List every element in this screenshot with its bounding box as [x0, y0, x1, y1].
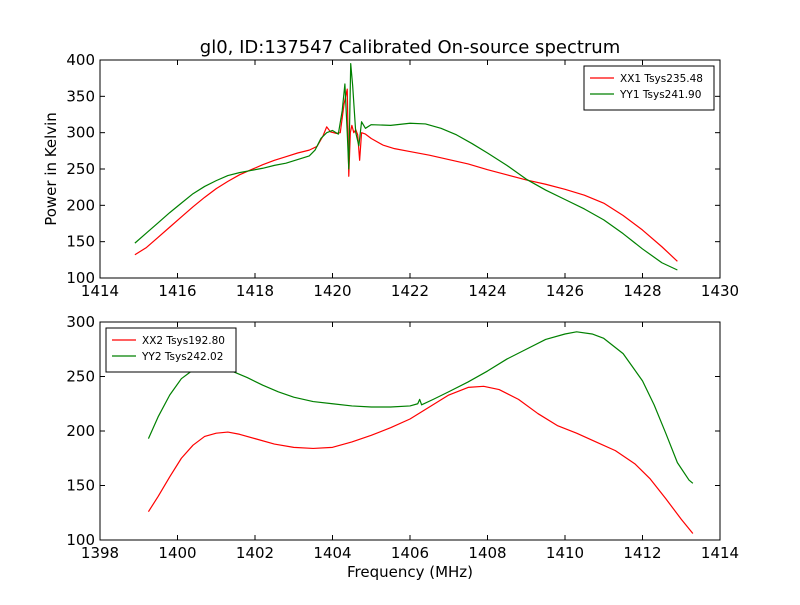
y-tick-label: 100	[66, 531, 95, 549]
x-tick-label: 1398	[81, 544, 119, 562]
legend-entry-label: XX2 Tsys192.80	[142, 335, 225, 347]
legend-entry-label: XX1 Tsys235.48	[620, 73, 703, 85]
y-tick-label: 200	[66, 196, 95, 214]
x-tick-label: 1406	[391, 544, 429, 562]
x-tick-label: 1400	[158, 544, 196, 562]
x-tick-label: 1404	[313, 544, 351, 562]
y-tick-label: 300	[66, 313, 95, 331]
y-tick-label: 250	[66, 160, 95, 178]
y-tick-label: 100	[66, 269, 95, 287]
y-axis-label: Power in Kelvin	[42, 112, 60, 226]
x-tick-label: 1426	[546, 282, 584, 300]
legend-entry-label: YY1 Tsys241.90	[619, 89, 701, 101]
y-tick-label: 200	[66, 422, 95, 440]
x-tick-label: 1430	[701, 282, 739, 300]
x-tick-label: 1416	[158, 282, 196, 300]
chart-title: gl0, ID:137547 Calibrated On-source spec…	[200, 37, 620, 58]
chart-panel-1: 1414 1416 1418 1420 1422 1424 1426 1428 1430 100 1…	[42, 37, 739, 300]
y-tick-label: 250	[66, 368, 95, 386]
x-tick-label: 1424	[468, 282, 506, 300]
legend-box	[583, 65, 715, 111]
y-tick-label: 350	[66, 87, 95, 105]
legend-2: XX2 Tsys192.80 YY2 Tsys242.02	[105, 327, 237, 373]
y-tick-label: 300	[66, 124, 95, 142]
series-line-1-1	[134, 88, 678, 262]
x-tick-label: 1412	[623, 544, 661, 562]
x-tick-label: 1410	[546, 544, 584, 562]
x-tick-label: 1418	[236, 282, 274, 300]
x-tick-label: 1402	[236, 544, 274, 562]
y-tick-label: 400	[66, 51, 95, 69]
legend-1: XX1 Tsys235.48 YY1 Tsys241.90	[583, 65, 715, 111]
x-tick-label: 1408	[468, 544, 506, 562]
y-tick-label: 150	[66, 477, 95, 495]
x-tick-label: 1428	[623, 282, 661, 300]
x-tick-label: 1414	[701, 544, 739, 562]
x-axis-label: Frequency (MHz)	[347, 563, 473, 581]
x-tick-label: 1414	[81, 282, 119, 300]
series-line-1-2	[134, 63, 678, 271]
series-line-2-1	[147, 385, 694, 534]
legend-entry-label: YY2 Tsys242.02	[141, 351, 223, 363]
y-tick-label: 150	[66, 233, 95, 251]
legend-box	[105, 327, 237, 373]
chart-panel-2: 1398 1400 1402 1404 1406 1408 1410 1412 1414 100 1…	[66, 313, 739, 581]
x-tick-label: 1420	[313, 282, 351, 300]
x-tick-label: 1422	[391, 282, 429, 300]
